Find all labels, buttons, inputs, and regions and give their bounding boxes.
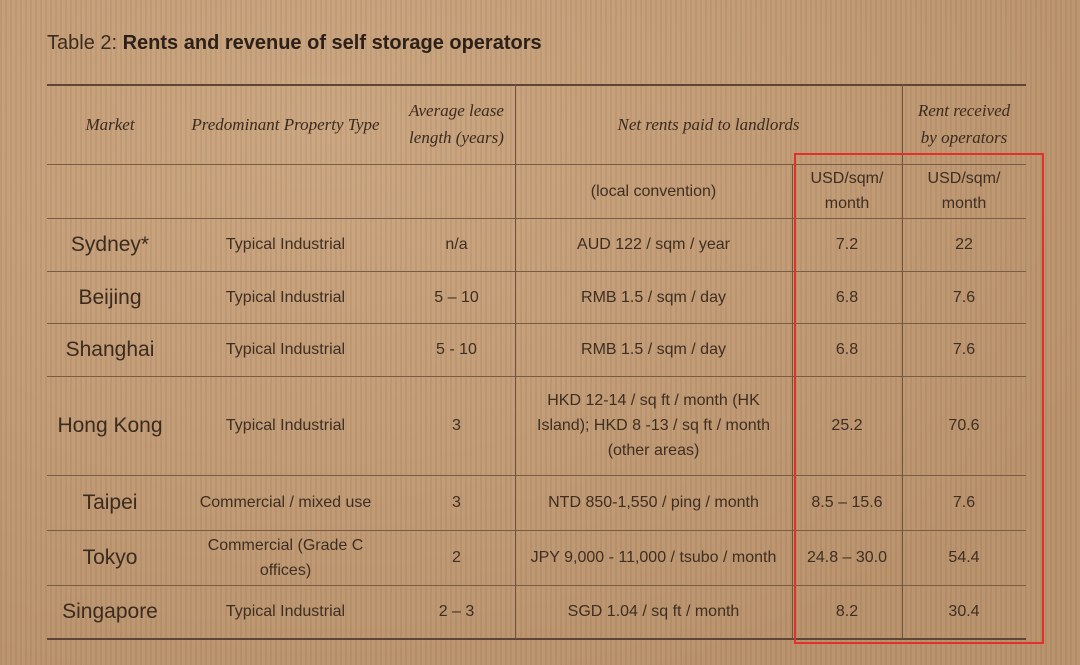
- table-row-rule: [47, 323, 1026, 324]
- header-property-type: Predominant Property Type: [191, 114, 380, 134]
- table-row-rule: [47, 530, 1026, 531]
- column-divider: [902, 84, 903, 639]
- table-row-rule: [47, 376, 1026, 377]
- row-market-sydney: Sydney*: [70, 233, 150, 256]
- row-usd-net: 25.2: [831, 417, 863, 434]
- row-usd-net: 24.8 – 30.0: [806, 549, 888, 566]
- row-usd-net: 8.5 – 15.6: [811, 494, 883, 511]
- table-row-rule: [47, 271, 1026, 272]
- row-market-tokyo: Tokyo: [82, 546, 138, 569]
- row-usd-net: 7.2: [835, 236, 859, 253]
- row-local-rent: RMB 1.5 / sqm / day: [581, 288, 726, 306]
- table-title-prefix: Table 2:: [47, 32, 123, 54]
- table-row-rule: [47, 475, 1026, 476]
- header-rent-received: Rent received by operators: [917, 101, 1011, 147]
- row-property-type: Typical Industrial: [225, 288, 346, 306]
- subheader-usd-received: USD/sqm/ month: [927, 170, 1001, 212]
- row-lease-length: 5 - 10: [436, 341, 477, 358]
- row-local-rent: SGD 1.04 / sq ft / month: [567, 603, 740, 620]
- header-market: Market: [85, 114, 135, 134]
- row-property-type: Typical Industrial: [225, 341, 346, 358]
- table-row-rule: [47, 585, 1026, 586]
- row-usd-received: 7.6: [952, 341, 976, 358]
- row-usd-received: 7.6: [952, 494, 976, 511]
- row-usd-received: 30.4: [948, 603, 980, 620]
- table-bottom-rule: [47, 638, 1026, 640]
- row-property-type: Typical Industrial: [225, 417, 346, 434]
- row-market-shanghai: Shanghai: [65, 338, 155, 361]
- row-usd-received: 54.4: [948, 549, 980, 566]
- row-usd-net: 6.8: [835, 288, 859, 306]
- row-lease-length: 5 – 10: [434, 288, 479, 306]
- row-usd-received: 7.6: [952, 288, 976, 306]
- row-market-beijing: Beijing: [78, 285, 142, 309]
- subheader-usd-net: USD/sqm/ month: [810, 170, 884, 212]
- table-top-rule: [47, 84, 1026, 86]
- row-property-type: Typical Industrial: [225, 236, 346, 253]
- row-market-singapore: Singapore: [62, 600, 158, 623]
- row-lease-length: 2 – 3: [438, 603, 475, 620]
- table-header-rule: [47, 164, 1026, 165]
- table-subheader-rule: [47, 218, 1026, 219]
- row-usd-net: 6.8: [835, 341, 859, 358]
- subheader-local-convention: (local convention): [590, 182, 717, 200]
- header-lease-length: Average lease length (years): [409, 101, 504, 147]
- row-property-type: Commercial (Grade C offices): [207, 536, 364, 579]
- table-title: Table 2: Rents and revenue of self stora…: [47, 32, 542, 55]
- column-divider: [792, 164, 793, 639]
- row-market-hong-kong: Hong Kong: [57, 414, 163, 437]
- row-property-type: Commercial / mixed use: [199, 494, 372, 511]
- row-lease-length: n/a: [445, 236, 468, 253]
- row-lease-length: 2: [452, 549, 461, 566]
- row-usd-received: 70.6: [948, 417, 980, 434]
- row-local-rent: JPY 9,000 - 11,000 / tsubo / month: [530, 549, 777, 566]
- row-market-taipei: Taipei: [82, 491, 138, 514]
- table-title-text: Rents and revenue of self storage operat…: [122, 32, 542, 54]
- row-property-type: Typical Industrial: [225, 603, 346, 620]
- row-lease-length: 3: [452, 494, 461, 511]
- row-usd-received: 22: [955, 236, 973, 253]
- row-local-rent: RMB 1.5 / sqm / day: [581, 341, 726, 358]
- row-local-rent: HKD 12-14 / sq ft / month (HK Island); H…: [537, 392, 770, 459]
- rents-table: Market Predominant Property Type Average…: [47, 84, 1026, 640]
- header-net-rents: Net rents paid to landlords: [617, 114, 800, 134]
- row-usd-net: 8.2: [835, 603, 859, 620]
- row-local-rent: AUD 122 / sqm / year: [577, 236, 730, 253]
- row-lease-length: 3: [452, 417, 461, 434]
- row-local-rent: NTD 850-1,550 / ping / month: [548, 494, 759, 511]
- highlight-box: [794, 153, 1044, 644]
- column-divider: [515, 84, 516, 639]
